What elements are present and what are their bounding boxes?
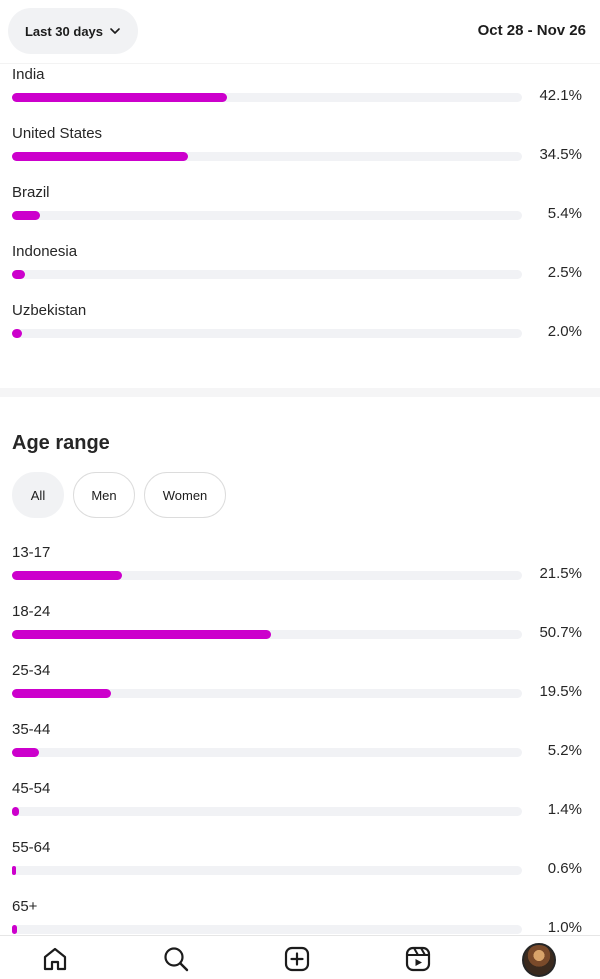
age-bar-fill [12,571,122,580]
filter-chip-women[interactable]: Women [144,472,226,518]
country-bar-track [12,152,522,161]
country-percent: 5.4% [548,205,582,222]
country-label: India [12,66,45,83]
age-label: 18-24 [12,603,50,620]
search-icon [162,945,190,973]
country-bar-fill [12,93,227,102]
age-row: 35-44 5.2% [12,721,587,771]
age-label: 13-17 [12,544,50,561]
age-label: 25-34 [12,662,50,679]
country-bar-track [12,270,522,279]
age-bar-track [12,630,522,639]
country-percent: 2.5% [548,264,582,281]
age-bar-track [12,748,522,757]
date-range-dropdown[interactable]: Last 30 days [8,8,138,54]
age-bar-fill [12,807,19,816]
country-label: Uzbekistan [12,302,86,319]
country-bar-track [12,211,522,220]
age-row: 13-17 21.5% [12,544,587,594]
age-percent: 1.4% [548,801,582,818]
age-bar-track [12,807,522,816]
country-bar-track [12,329,522,338]
country-label: United States [12,125,102,142]
country-bar-fill [12,329,22,338]
age-range-title: Age range [12,432,110,455]
create-button[interactable] [282,944,312,974]
country-label: Indonesia [12,243,77,260]
country-percent: 2.0% [548,323,582,340]
chevron-down-icon [109,25,121,37]
country-label: Brazil [12,184,50,201]
age-bar-fill [12,630,271,639]
age-row: 55-64 0.6% [12,839,587,889]
country-bar-fill [12,211,40,220]
country-row: Uzbekistan 2.0% [12,302,587,352]
create-icon [283,945,311,973]
age-row: 18-24 50.7% [12,603,587,653]
country-bar-fill [12,270,25,279]
search-button[interactable] [161,944,191,974]
section-divider [0,388,600,397]
age-row: 45-54 1.4% [12,780,587,830]
country-percent: 34.5% [539,146,582,163]
age-bar-fill [12,925,17,934]
filter-chip-men[interactable]: Men [73,472,135,518]
age-label: 65+ [12,898,37,915]
age-row: 25-34 19.5% [12,662,587,712]
country-row: Brazil 5.4% [12,184,587,234]
age-bar-track [12,571,522,580]
age-bar-track [12,866,522,875]
age-percent: 19.5% [539,683,582,700]
reels-button[interactable] [403,944,433,974]
age-label: 55-64 [12,839,50,856]
filter-chip-all[interactable]: All [12,472,64,518]
age-bar-track [12,925,522,934]
age-label: 35-44 [12,721,50,738]
reels-icon [404,945,432,973]
country-bar-fill [12,152,188,161]
age-bar-fill [12,866,16,875]
home-icon [41,945,69,973]
bottom-nav [0,935,600,979]
top-bar: Last 30 days Oct 28 - Nov 26 [0,0,600,64]
home-button[interactable] [40,944,70,974]
age-label: 45-54 [12,780,50,797]
age-percent: 0.6% [548,860,582,877]
date-range-dropdown-label: Last 30 days [25,24,103,39]
age-percent: 1.0% [548,919,582,936]
profile-avatar[interactable] [522,943,556,977]
age-bar-fill [12,689,111,698]
country-row: India 42.1% [12,66,587,116]
country-percent: 42.1% [539,87,582,104]
age-percent: 21.5% [539,565,582,582]
country-row: Indonesia 2.5% [12,243,587,293]
date-range-text: Oct 28 - Nov 26 [478,22,586,39]
country-bar-track [12,93,522,102]
age-percent: 50.7% [539,624,582,641]
age-bar-track [12,689,522,698]
country-row: United States 34.5% [12,125,587,175]
age-percent: 5.2% [548,742,582,759]
age-bar-fill [12,748,39,757]
